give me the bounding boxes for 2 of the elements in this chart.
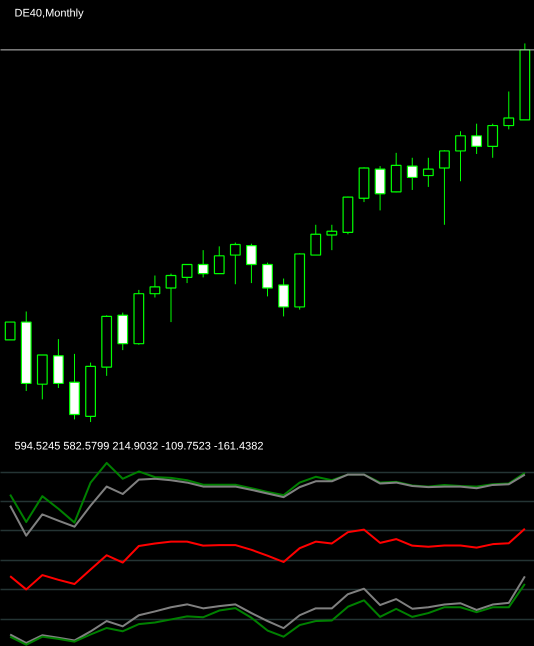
chart-title: DE40,Monthly [14,8,84,20]
chart-title: 594.5245 582.5799 214.9032 -109.7523 -161.4382 [14,440,264,452]
